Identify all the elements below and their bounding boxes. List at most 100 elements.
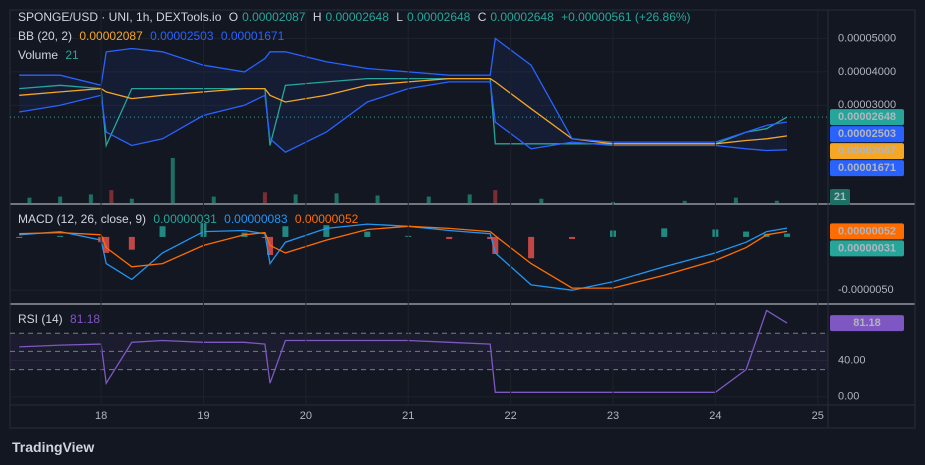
volume-bar bbox=[170, 157, 175, 203]
y-tick-label: -0.0000050 bbox=[838, 284, 894, 296]
ohlc-key: L bbox=[396, 10, 403, 24]
legend-value: 0.00001671 bbox=[220, 29, 285, 43]
rsi-legend: RSI (14) 81.18 bbox=[18, 312, 104, 326]
volume-bar bbox=[375, 195, 380, 203]
histogram-bar bbox=[57, 235, 64, 237]
y-tick-label: 0.00005000 bbox=[838, 32, 896, 44]
x-tick-label: 25 bbox=[812, 410, 824, 422]
price-badge bbox=[830, 315, 904, 332]
price-badge-label: 0.00000052 bbox=[838, 225, 896, 237]
volume-bar bbox=[129, 198, 134, 203]
price-badge-label: 0.00001671 bbox=[838, 162, 896, 174]
y-tick-label: 40.00 bbox=[838, 354, 866, 366]
brand-logo[interactable]: TradingView bbox=[12, 439, 95, 455]
histogram-bar bbox=[323, 225, 330, 237]
price-badge bbox=[830, 240, 904, 257]
histogram-bar bbox=[159, 226, 166, 237]
volume-bar bbox=[774, 200, 779, 203]
price-badge bbox=[830, 189, 850, 205]
y-tick-label: 0.00003000 bbox=[838, 99, 896, 111]
legend-value: 21 bbox=[65, 48, 79, 62]
histogram-bar bbox=[364, 231, 371, 237]
histogram-bar bbox=[492, 236, 499, 254]
volume-bar bbox=[467, 194, 472, 203]
series-line bbox=[19, 37, 788, 143]
symbol-legend: SPONGE/USD · UNI, 1h, DEXTools.io O 0.000… bbox=[18, 10, 695, 24]
indicator-title: RSI (14) bbox=[18, 312, 63, 326]
volume-legend: Volume 21 bbox=[18, 48, 83, 62]
histogram-bar bbox=[661, 228, 668, 237]
price-badge bbox=[830, 109, 904, 126]
histogram-bar bbox=[282, 226, 289, 237]
price-badge bbox=[830, 160, 904, 177]
volume-bar bbox=[334, 193, 339, 203]
ohlc-value: 0.00002087 bbox=[242, 10, 306, 24]
histogram-bar bbox=[446, 236, 453, 240]
legend-value: 0.00002503 bbox=[150, 29, 214, 43]
bb-legend: BB (20, 2) 0.00002087 0.00002503 0.00001… bbox=[18, 29, 288, 43]
legend-value: 0.00002087 bbox=[79, 29, 143, 43]
series-line bbox=[19, 309, 788, 393]
price-badge-label: 0.00002087 bbox=[838, 145, 896, 157]
price-badge bbox=[830, 223, 904, 240]
y-tick-label: 0.00004000 bbox=[838, 66, 896, 78]
volume-bar bbox=[682, 200, 687, 203]
change: +0.00000561 (+26.86%) bbox=[561, 10, 691, 24]
x-tick-label: 20 bbox=[300, 410, 312, 422]
ohlc-value: 0.00002648 bbox=[406, 10, 471, 24]
series-line bbox=[19, 81, 788, 153]
ohlc-value: 0.00002648 bbox=[325, 10, 389, 24]
price-badge-label: 0.00000031 bbox=[838, 242, 896, 254]
volume-bar bbox=[211, 196, 216, 203]
series-line bbox=[19, 223, 788, 291]
x-tick-label: 21 bbox=[402, 410, 414, 422]
histogram-bar bbox=[103, 236, 110, 253]
volume-bar bbox=[109, 190, 114, 203]
histogram-bar bbox=[16, 236, 23, 238]
price-badge-label: 21 bbox=[834, 191, 846, 203]
volume-bar bbox=[293, 194, 298, 203]
volume-bar bbox=[58, 196, 63, 203]
x-tick-label: 24 bbox=[709, 410, 721, 422]
indicator-title: Volume bbox=[18, 48, 59, 62]
volume-bar bbox=[733, 197, 738, 203]
price-badge-label: 81.18 bbox=[853, 317, 881, 329]
indicator-title: BB (20, 2) bbox=[18, 29, 73, 43]
ohlc-value: 0.00002648 bbox=[490, 10, 554, 24]
price-badge bbox=[830, 126, 904, 143]
price-badge-label: 0.00002648 bbox=[838, 111, 896, 123]
legend-value: 0.00000083 bbox=[224, 212, 288, 226]
histogram-bar bbox=[569, 236, 576, 240]
x-tick-label: 19 bbox=[197, 410, 209, 422]
indicator-title: MACD (12, 26, close, 9) bbox=[18, 212, 147, 226]
volume-bar bbox=[27, 197, 32, 203]
legend-value: 0.00000052 bbox=[294, 212, 359, 226]
volume-bar bbox=[493, 190, 498, 203]
ohlc-key: H bbox=[312, 10, 322, 24]
histogram-bar bbox=[528, 236, 535, 259]
volume-bar bbox=[426, 196, 431, 203]
series-line bbox=[19, 225, 788, 289]
legend-value: 81.18 bbox=[70, 312, 101, 326]
histogram-bar bbox=[784, 233, 791, 237]
ohlc-key: C bbox=[477, 10, 487, 24]
price-badge bbox=[830, 143, 904, 160]
volume-bar bbox=[539, 198, 544, 203]
x-tick-label: 23 bbox=[607, 410, 619, 422]
volume-bar bbox=[88, 194, 93, 203]
volume-bar bbox=[262, 192, 267, 203]
x-tick-label: 18 bbox=[95, 410, 107, 422]
histogram-bar bbox=[128, 236, 135, 250]
legend-value: 0.00000031 bbox=[153, 212, 217, 226]
ohlc-key: O bbox=[228, 10, 239, 24]
symbol: SPONGE/USD · UNI, 1h, DEXTools.io bbox=[18, 10, 222, 24]
histogram-bar bbox=[743, 231, 750, 237]
histogram-bar bbox=[487, 236, 494, 240]
series-line bbox=[19, 77, 788, 145]
frame bbox=[9, 9, 916, 429]
price-badge-label: 0.00002503 bbox=[838, 128, 896, 140]
macd-legend: MACD (12, 26, close, 9) 0.00000031 0.000… bbox=[18, 212, 362, 226]
x-tick-label: 22 bbox=[505, 410, 517, 422]
